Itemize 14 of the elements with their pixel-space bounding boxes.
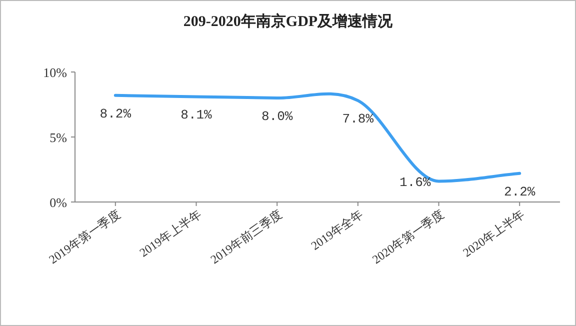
x-tick-label: 2019年全年: [308, 206, 366, 253]
data-label: 2.2%: [504, 184, 536, 200]
x-tick-label: 2020年上半年: [460, 206, 528, 260]
data-label: 8.1%: [180, 108, 212, 123]
chart-title: 209-2020年南京GDP及增速情况: [183, 12, 394, 30]
y-tick-label: 10%: [43, 65, 68, 80]
x-tick-label: 2019年前三季度: [208, 206, 285, 267]
x-tick-label: 2019年上半年: [136, 206, 204, 260]
data-label: 8.0%: [261, 109, 293, 124]
data-label: 1.6%: [400, 175, 431, 190]
x-tick-label: 2020年第一季度: [370, 206, 446, 267]
y-tick-label: 5%: [50, 130, 68, 145]
data-label: 8.2%: [100, 106, 132, 122]
data-label: 7.8%: [342, 112, 374, 127]
